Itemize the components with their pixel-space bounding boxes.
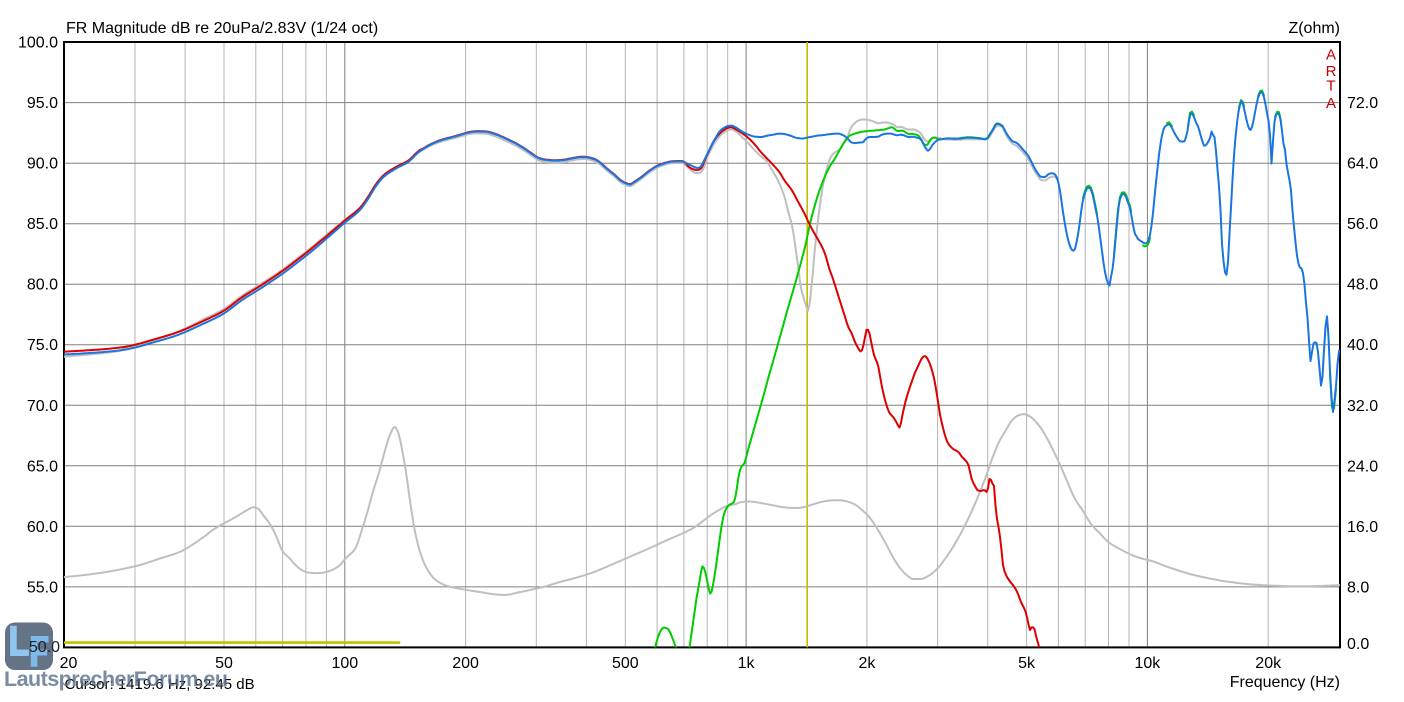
svg-text:90.0: 90.0 [27,156,58,173]
svg-text:75.0: 75.0 [27,337,58,354]
svg-text:8.0: 8.0 [1347,579,1369,596]
svg-text:T: T [1326,78,1335,95]
svg-text:50: 50 [215,655,233,672]
svg-text:85.0: 85.0 [27,216,58,233]
svg-text:0.0: 0.0 [1347,636,1369,653]
svg-text:55.0: 55.0 [27,579,58,596]
svg-text:20k: 20k [1255,655,1282,672]
svg-text:10k: 10k [1135,655,1162,672]
svg-text:50.0: 50.0 [29,639,60,656]
svg-text:60.0: 60.0 [27,519,58,536]
svg-text:70.0: 70.0 [27,398,58,415]
svg-text:200: 200 [452,655,479,672]
svg-text:500: 500 [612,655,639,672]
svg-text:A: A [1326,95,1336,112]
svg-text:1k: 1k [738,655,756,672]
svg-text:24.0: 24.0 [1347,458,1378,475]
svg-text:Cursor: 1419.6 Hz, 92.45 dB: Cursor: 1419.6 Hz, 92.45 dB [65,676,255,693]
svg-text:100.0: 100.0 [18,35,58,52]
svg-text:32.0: 32.0 [1347,398,1378,415]
svg-text:65.0: 65.0 [27,458,58,475]
svg-text:72.0: 72.0 [1347,95,1378,112]
svg-text:LautsprecherForum.eu: LautsprecherForum.eu [4,667,228,691]
svg-text:48.0: 48.0 [1347,277,1378,294]
svg-text:64.0: 64.0 [1347,156,1378,173]
svg-text:Z(ohm): Z(ohm) [1288,20,1340,37]
svg-text:Frequency (Hz): Frequency (Hz) [1230,674,1340,691]
svg-text:56.0: 56.0 [1347,216,1378,233]
svg-text:95.0: 95.0 [27,95,58,112]
svg-text:R: R [1326,63,1337,80]
svg-text:5k: 5k [1018,655,1036,672]
svg-text:80.0: 80.0 [27,277,58,294]
svg-text:20: 20 [60,655,78,672]
svg-text:40.0: 40.0 [1347,337,1378,354]
svg-text:FR Magnitude dB re 20uPa/2.83V: FR Magnitude dB re 20uPa/2.83V (1/24 oct… [66,20,378,37]
svg-text:16.0: 16.0 [1347,519,1378,536]
svg-text:100: 100 [331,655,358,672]
svg-text:2k: 2k [858,655,876,672]
svg-text:A: A [1326,47,1336,64]
